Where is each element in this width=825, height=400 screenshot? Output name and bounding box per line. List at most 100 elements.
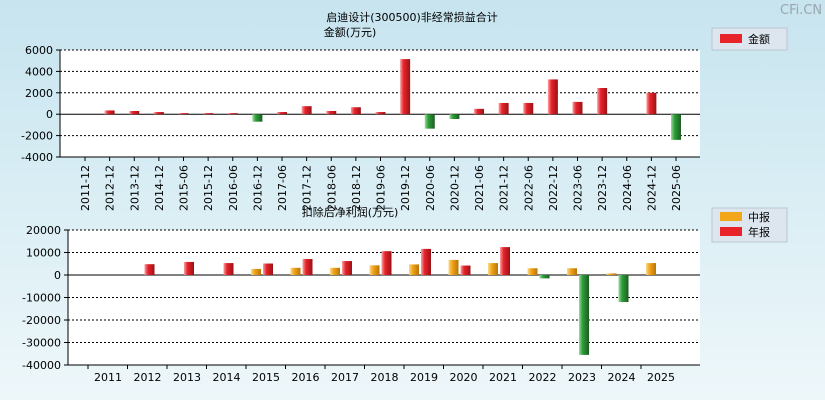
chart1-bar [400,59,411,115]
chart1-bar [498,102,509,115]
chart1-x-tick-label: 2019-06 [375,165,388,211]
chart2-bar-interim [606,273,617,275]
chart2-legend: 中报 年报 [711,207,788,243]
chart1-bar [572,101,583,115]
chart1-x-tick-label: 2014-12 [153,165,166,211]
chart2-bar-annual [539,275,550,279]
chart1-x-tick-label: 2025-06 [670,165,683,211]
chart2-x-tick-label: 2025 [647,371,675,384]
chart2-bar-annual [342,261,352,275]
nonrecurring-pl-chart: 启迪设计(300500)非经常损益合计 金额(万元) 6000 4000 2000 0… [21,10,788,211]
chart2-bar-annual [263,263,273,275]
chart1-bar [646,92,657,115]
chart1-x-tick-label: 2022-06 [522,165,535,211]
chart2-y-tick-label: -10000 [22,292,61,305]
chart1-bar [424,114,435,129]
chart1-x-tick-label: 2020-06 [424,165,437,211]
chart1-bars [104,59,681,140]
chart2-bar-interim [330,267,340,275]
chart2-x-tick-label: 2011 [94,371,122,384]
chart2-y-tick-label: -20000 [22,314,61,327]
chart2-bar-annual [381,251,392,275]
chart1-x-tick-label: 2024-06 [621,165,634,211]
chart2-bar-interim [251,268,261,275]
chart2-bar-annual [579,275,589,355]
chart1-bar [153,112,164,115]
chart2-y-tick-label: -40000 [22,359,61,372]
chart1-axes: 6000 4000 2000 0 -2000 -4000 2011-12 2012-12 201… [21,44,700,211]
chart1-x-tick-label: 2012-12 [104,165,117,211]
chart2-y-tick-label: 20000 [26,224,61,237]
chart1-x-tick-label: 2024-12 [645,165,658,211]
chart1-x-tick-label: 2017-06 [276,165,289,211]
watermark: CFi.CN [780,3,822,18]
chart1-bar [671,114,681,140]
chart1-bar [104,110,115,115]
chart1-grid [60,49,700,158]
chart1-bar [129,110,140,115]
chart2-x-tick-label: 2020 [450,371,478,384]
chart2-x-tick-label: 2021 [489,371,517,384]
chart1-x-tick-label: 2019-12 [399,165,412,211]
chart1-x-tick-label: 2020-12 [448,165,461,211]
chart2-x-tick-label: 2013 [173,371,201,384]
chart2-legend-label-annual: 年报 [748,225,770,239]
chart2-y-tick-label: 10000 [26,247,61,260]
chart2-x-tick-label: 2014 [213,371,241,384]
chart2-bar-annual [302,259,313,275]
chart1-bar [523,102,534,115]
chart1-bar [277,112,287,115]
chart1-title: 启迪设计(300500)非经常损益合计 [326,10,498,24]
chart2-bar-annual [500,247,510,275]
chart1-x-tick-label: 2021-06 [473,165,486,211]
chart2-title: 扣除后净利润(万元) [302,205,399,219]
chart2-legend-box [711,207,788,243]
chart1-x-tick-label: 2011-12 [79,165,92,211]
chart2-bar-annual [144,264,155,275]
chart2-x-tick-label: 2015 [252,371,280,384]
chart1-legend: 金额 [711,27,788,51]
chart1-y-tick-label: -2000 [21,130,53,143]
chart2-bar-interim [409,264,419,275]
chart1-legend-box [711,27,788,51]
chart2-bar-annual [421,248,431,275]
chart1-y-tick-label: 4000 [25,65,53,78]
chart1-bar [301,106,312,115]
chart1-x-tick-label: 2016-06 [227,165,240,211]
chart2-bar-interim [567,268,577,275]
chart2-axes: 20000 10000 0 -10000 -20000 -30000 -40000 2011 2… [22,224,700,384]
chart1-bar [474,108,484,115]
chart1-y-tick-label: 2000 [25,87,53,100]
chart2-x-tick-label: 2019 [410,371,438,384]
chart1-y-tick-label: 6000 [25,44,53,57]
chart1-bar [547,79,558,115]
chart2-y-tick-label: 0 [54,269,61,282]
chart1-x-tick-label: 2017-12 [301,165,314,211]
chart2-bar-annual [184,261,194,275]
chart1-legend-swatch-amount [720,34,742,43]
chart1-bar [449,114,460,120]
chart1-x-tick-label: 2015-06 [178,165,191,211]
chart1-bar [375,112,386,115]
chart1-bar [203,113,214,115]
chart2-x-tick-label: 2023 [568,371,596,384]
deducted-net-profit-chart: 扣除后净利润(万元) 20000 10000 0 -10000 -20000 -30000… [22,205,788,384]
chart2-bar-interim [290,267,301,275]
chart1-x-tick-label: 2013-12 [128,165,141,211]
chart2-bar-interim [369,265,380,275]
chart2-bar-interim [646,263,656,275]
chart2-x-tick-label: 2022 [529,371,557,384]
chart1-bar [326,110,337,115]
chart1-x-tick-label: 2022-12 [547,165,560,211]
chart2-x-tick-label: 2017 [331,371,359,384]
chart2-x-tick-label: 2012 [134,371,162,384]
chart1-x-tick-label: 2018-12 [350,165,363,211]
chart1-bar [597,87,608,115]
chart1-x-tick-label: 2016-12 [251,165,264,211]
chart2-legend-swatch-interim [720,212,742,221]
chart1-x-tick-label: 2015-12 [202,165,215,211]
chart2-bar-annual [223,263,234,275]
chart2-bar-annual [618,275,629,302]
chart2-bar-interim [527,268,538,275]
